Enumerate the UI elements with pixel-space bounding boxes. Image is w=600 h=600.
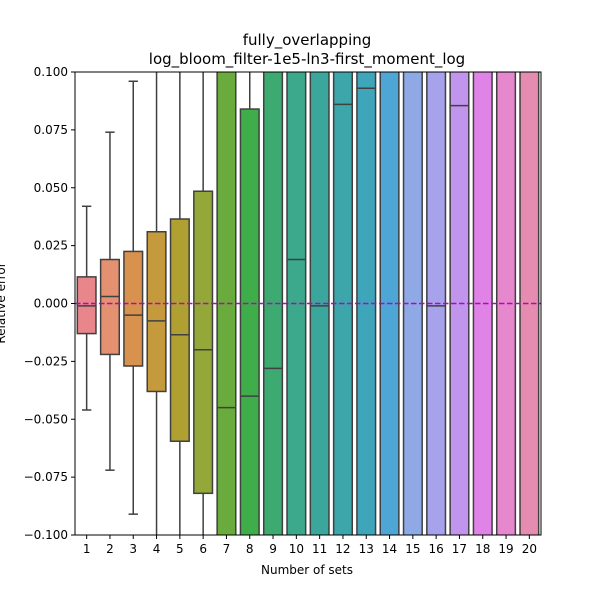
box-10 [286, 72, 307, 535]
x-tick-label: 1 [83, 542, 91, 556]
box-4 [146, 72, 167, 535]
y-tick-label: 0.025 [34, 239, 68, 253]
x-tick-label: 2 [106, 542, 114, 556]
y-tick-label: −0.025 [24, 354, 68, 368]
y-tick-label: −0.050 [24, 412, 68, 426]
box-body [169, 218, 190, 442]
box-body [286, 72, 307, 535]
chart-title-line1: fully_overlapping [243, 31, 372, 50]
x-tick-label: 15 [405, 542, 420, 556]
box-body [449, 72, 470, 535]
chart-title-line2: log_bloom_filter-1e5-ln3-first_moment_lo… [149, 50, 465, 69]
x-tick-label: 3 [129, 542, 137, 556]
box-body [356, 72, 377, 535]
box-9 [262, 72, 284, 535]
x-tick-label: 10 [289, 542, 304, 556]
box-20 [519, 72, 540, 535]
x-tick-label: 11 [312, 542, 327, 556]
box-6 [193, 72, 214, 535]
y-tick-label: 0.100 [34, 65, 68, 79]
x-tick-label: 5 [176, 542, 184, 556]
box-body [216, 72, 237, 535]
box-1 [76, 205, 97, 411]
box-7 [216, 72, 237, 535]
x-tick-label: 20 [522, 542, 537, 556]
box-body [519, 72, 540, 535]
box-5 [169, 72, 190, 535]
y-axis-label: Relative error [0, 262, 8, 343]
x-tick-label: 18 [475, 542, 490, 556]
box-body [193, 190, 214, 495]
x-tick-label: 9 [269, 542, 277, 556]
box-body [262, 72, 284, 535]
x-tick-label: 8 [246, 542, 254, 556]
x-tick-label: 14 [382, 542, 397, 556]
box-11 [309, 72, 330, 535]
x-tick-label: 17 [452, 542, 467, 556]
box-16 [426, 72, 447, 535]
boxes-group [76, 72, 540, 535]
x-tick-label: 6 [199, 542, 207, 556]
box-3 [123, 80, 144, 515]
x-tick-label: 13 [359, 542, 374, 556]
box-body [332, 72, 354, 535]
x-tick-label: 12 [335, 542, 350, 556]
box-body [146, 230, 167, 393]
box-body [309, 72, 330, 535]
box-2 [99, 131, 121, 471]
box-body [99, 258, 121, 356]
box-body [123, 250, 144, 367]
box-body [239, 108, 260, 535]
x-tick-label: 4 [153, 542, 161, 556]
box-14 [379, 72, 400, 535]
box-12 [332, 72, 354, 535]
box-body [426, 72, 447, 535]
y-tick-label: 0.000 [34, 297, 68, 311]
x-axis-ticks: 1 2 3 4 5 6 7 8 9 10 11 12 13 14 15 16 17 18 19 20 [83, 535, 537, 556]
box-body [472, 72, 493, 535]
x-tick-label: 16 [429, 542, 444, 556]
box-19 [495, 72, 517, 535]
y-tick-label: −0.100 [24, 528, 68, 542]
y-tick-label: −0.075 [24, 470, 68, 484]
box-17 [449, 72, 470, 535]
plot-area [74, 71, 542, 536]
box-18 [472, 72, 493, 535]
box-body [402, 72, 423, 535]
box-body [379, 72, 400, 535]
y-tick-label: 0.050 [34, 181, 68, 195]
x-tick-label: 19 [498, 542, 513, 556]
x-axis-label: Number of sets [261, 563, 353, 577]
x-tick-label: 7 [223, 542, 231, 556]
box-8 [239, 72, 260, 535]
box-15 [402, 72, 423, 535]
box-13 [356, 72, 377, 535]
y-axis-ticks: −0.100 −0.075 −0.050 −0.025 0.000 0.025 0.050 0… [24, 65, 75, 542]
box-body [495, 72, 517, 535]
y-tick-label: 0.075 [34, 123, 68, 137]
